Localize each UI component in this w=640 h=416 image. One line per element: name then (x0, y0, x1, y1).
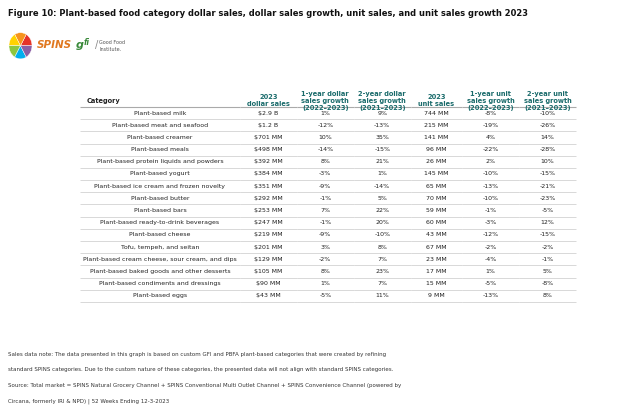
Wedge shape (15, 33, 26, 46)
Text: /: / (95, 40, 98, 50)
Wedge shape (15, 46, 26, 59)
Text: Circana, formerly IRI & NPD) | 52 Weeks Ending 12-3-2023: Circana, formerly IRI & NPD) | 52 Weeks … (8, 399, 169, 404)
Wedge shape (9, 35, 20, 46)
Text: Figure 10: Plant-based food category dollar sales, dollar sales growth, unit sal: Figure 10: Plant-based food category dol… (8, 9, 527, 18)
Text: SPINS: SPINS (37, 40, 72, 50)
Text: fi: fi (84, 38, 90, 47)
Wedge shape (9, 46, 20, 57)
Text: standard SPINS categories. Due to the custom nature of these categories, the pre: standard SPINS categories. Due to the cu… (8, 367, 393, 372)
Text: Source: Total market = SPINS Natural Grocery Channel + SPINS Conventional Multi : Source: Total market = SPINS Natural Gro… (8, 383, 401, 388)
Text: Good Food
Institute.: Good Food Institute. (99, 40, 125, 52)
Text: Sales data note: The data presented in this graph is based on custom GFI and PBF: Sales data note: The data presented in t… (8, 352, 386, 357)
Wedge shape (20, 35, 32, 46)
Wedge shape (20, 46, 32, 57)
Text: g: g (76, 40, 83, 50)
